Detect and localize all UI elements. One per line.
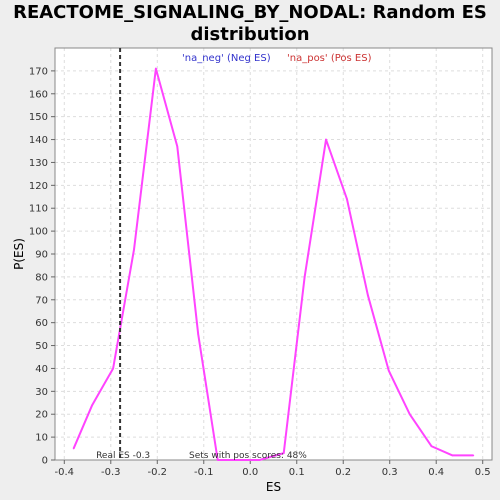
x-tick-label: 0.0 (242, 467, 258, 478)
y-tick-label: 140 (29, 135, 48, 146)
y-tick-label: 20 (35, 410, 48, 421)
data-point (472, 454, 475, 457)
data-point (91, 404, 93, 406)
y-tick-label: 150 (29, 112, 48, 123)
data-point (237, 459, 240, 461)
chart-title-line-2: distribution (190, 24, 310, 45)
data-point (155, 67, 157, 70)
data-point (197, 333, 199, 335)
data-point (112, 367, 114, 370)
y-tick-label: 130 (29, 158, 48, 169)
chart-title-line-1: REACTOME_SIGNALING_BY_NODAL: Random ES (13, 2, 487, 23)
data-point (176, 145, 179, 148)
real-es-label: Real ES -0.3 (96, 451, 150, 461)
x-tick-label: 0.5 (475, 467, 491, 478)
y-tick-label: 100 (29, 227, 48, 238)
data-point (387, 369, 390, 372)
x-tick-label: 0.1 (289, 467, 305, 478)
y-tick-label: 70 (35, 295, 48, 306)
x-tick-label: -0.3 (101, 467, 121, 478)
y-tick-label: 90 (35, 250, 48, 261)
y-tick-label: 30 (35, 387, 48, 398)
y-tick-label: 160 (29, 89, 48, 100)
data-point (325, 138, 327, 141)
x-tick-label: -0.4 (55, 467, 75, 478)
chart-title: REACTOME_SIGNALING_BY_NODAL: Random ES d… (0, 2, 500, 46)
x-tick-label: 0.2 (335, 467, 351, 478)
data-point (133, 248, 135, 251)
y-tick-label: 0 (42, 456, 48, 467)
y-tick-label: 80 (35, 272, 48, 283)
x-tick-label: 0.4 (428, 467, 444, 478)
data-point (258, 459, 261, 461)
data-point (408, 413, 411, 416)
y-tick-label: 50 (35, 341, 48, 352)
data-point (72, 447, 75, 450)
data-point (346, 198, 348, 200)
y-tick-label: 120 (29, 181, 48, 192)
x-tick-label: -0.1 (194, 467, 214, 478)
y-tick-label: 110 (29, 204, 48, 215)
legend-entry: 'na_pos' (Pos ES) (287, 53, 372, 64)
y-tick-label: 170 (29, 66, 48, 77)
y-axis-label: P(ES) (12, 238, 26, 270)
y-tick-label: 10 (35, 433, 48, 444)
x-tick-label: -0.2 (148, 467, 168, 478)
data-point (430, 445, 433, 448)
data-point (303, 276, 306, 278)
x-tick-label: 0.3 (382, 467, 398, 478)
series-line (72, 67, 474, 461)
data-point (216, 459, 219, 461)
y-tick-label: 40 (35, 364, 48, 375)
data-point (367, 294, 369, 297)
pos-scores-annotation: Sets with pos scores: 48% (189, 451, 307, 461)
data-point (451, 454, 454, 457)
y-tick-label: 60 (35, 318, 48, 329)
data-point (282, 452, 285, 454)
x-axis-label: ES (266, 480, 281, 494)
legend-entry: 'na_neg' (Neg ES) (182, 53, 271, 64)
